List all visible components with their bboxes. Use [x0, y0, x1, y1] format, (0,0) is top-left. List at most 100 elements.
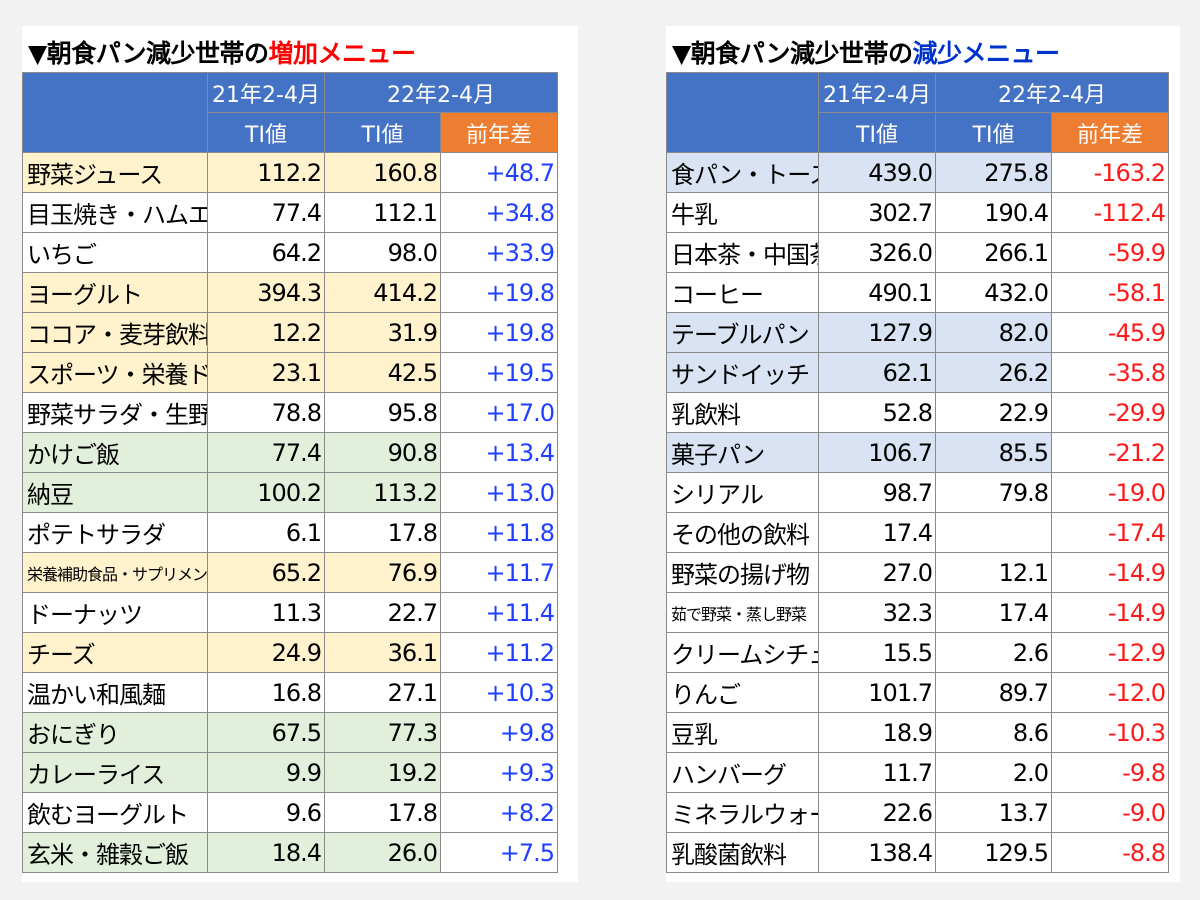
decrease-title-accent: 減少メニュー — [912, 39, 1060, 68]
header-diff: 前年差 — [440, 112, 558, 153]
ti-2022-cell: 129.5 — [935, 832, 1052, 873]
ti-2021-cell: 127.9 — [818, 312, 936, 353]
diff-cell: +48.7 — [440, 152, 558, 193]
row-label: その他の飲料 — [666, 512, 819, 553]
ti-2022-cell: 275.8 — [935, 152, 1052, 193]
ti-2022-cell: 414.2 — [324, 272, 441, 313]
row-label: チーズ — [22, 632, 208, 673]
ti-2022-cell: 160.8 — [324, 152, 441, 193]
ti-2022-cell: 36.1 — [324, 632, 441, 673]
increase-title-accent: 増加メニュー — [268, 39, 416, 68]
row-label: シリアル — [666, 472, 819, 513]
ti-2022-cell: 113.2 — [324, 472, 441, 513]
diff-cell: +10.3 — [440, 672, 558, 713]
header-2021: 21年2-4月 — [207, 72, 325, 113]
row-label: 目玉焼き・ハムエッグ — [22, 192, 208, 233]
ti-2021-cell: 6.1 — [207, 512, 325, 553]
ti-2022-cell: 190.4 — [935, 192, 1052, 233]
table-row: かけご飯 77.4 90.8 +13.4 — [22, 432, 558, 473]
diff-cell: -21.2 — [1051, 432, 1169, 473]
ti-2021-cell: 106.7 — [818, 432, 936, 473]
increase-menu-title: ▼朝食パン減少世帯の増加メニュー — [28, 34, 416, 70]
ti-2021-cell: 112.2 — [207, 152, 325, 193]
decrease-menu-title: ▼朝食パン減少世帯の減少メニュー — [672, 34, 1060, 70]
table-row: 茹で野菜・蒸し野菜 32.3 17.4 -14.9 — [666, 592, 1169, 633]
ti-2021-cell: 22.6 — [818, 792, 936, 833]
diff-cell: +8.2 — [440, 792, 558, 833]
table-row: ヨーグルト 394.3 414.2 +19.8 — [22, 272, 558, 313]
table-row: スポーツ・栄養ドリンク23.142.5+19.5 — [22, 352, 558, 393]
table-row: 玄米・雑穀ご飯 18.4 26.0 +7.5 — [22, 832, 558, 873]
table-row: テーブルパン 127.9 82.0 -45.9 — [666, 312, 1169, 353]
ti-2022-cell: 27.1 — [324, 672, 441, 713]
diff-cell: +19.8 — [440, 312, 558, 353]
ti-2021-cell: 27.0 — [818, 552, 936, 593]
diff-cell: -58.1 — [1051, 272, 1169, 313]
row-label: スポーツ・栄養ドリンク — [22, 352, 208, 393]
header-row-period: 21年2-4月 22年2-4月 — [22, 72, 558, 153]
table-row: おにぎり 67.5 77.3 +9.8 — [22, 712, 558, 753]
row-label: ドーナッツ — [22, 592, 208, 633]
row-label: 野菜サラダ・生野菜 — [22, 392, 208, 433]
ti-2022-cell: 79.8 — [935, 472, 1052, 513]
row-label: おにぎり — [22, 712, 208, 753]
ti-2021-cell: 98.7 — [818, 472, 936, 513]
diff-cell: +19.8 — [440, 272, 558, 313]
row-label: ココア・麦芽飲料 — [22, 312, 208, 353]
ti-2021-cell: 32.3 — [818, 592, 936, 633]
row-label: 玄米・雑穀ご飯 — [22, 832, 208, 873]
diff-cell: +33.9 — [440, 232, 558, 273]
header-corner — [666, 72, 819, 153]
table-row: 飲むヨーグルト 9.6 17.8 +8.2 — [22, 792, 558, 833]
row-label: 納豆 — [22, 472, 208, 513]
ti-2022-cell: 90.8 — [324, 432, 441, 473]
diff-cell: -163.2 — [1051, 152, 1169, 193]
table-row: いちご 64.2 98.0 +33.9 — [22, 232, 558, 273]
header-row-period: 21年2-4月 22年2-4月 — [666, 72, 1169, 153]
ti-2021-cell: 18.4 — [207, 832, 325, 873]
diff-cell: -12.0 — [1051, 672, 1169, 713]
row-label: サンドイッチ — [666, 352, 819, 393]
diff-cell: +9.8 — [440, 712, 558, 753]
ti-2022-cell: 26.0 — [324, 832, 441, 873]
row-label: コーヒー — [666, 272, 819, 313]
ti-2021-cell: 302.7 — [818, 192, 936, 233]
table-row: ポテトサラダ 6.1 17.8 +11.8 — [22, 512, 558, 553]
table-row: チーズ 24.9 36.1 +11.2 — [22, 632, 558, 673]
table-row: ココア・麦芽飲料 12.2 31.9 +19.8 — [22, 312, 558, 353]
row-label: カレーライス — [22, 752, 208, 793]
ti-2022-cell: 17.4 — [935, 592, 1052, 633]
ti-2021-cell: 11.7 — [818, 752, 936, 793]
row-label: テーブルパン — [666, 312, 819, 353]
ti-2021-cell: 394.3 — [207, 272, 325, 313]
table-row: ドーナッツ 11.3 22.7 +11.4 — [22, 592, 558, 633]
diff-cell: +13.0 — [440, 472, 558, 513]
table-row: その他の飲料 17.4 -17.4 — [666, 512, 1169, 553]
header-row-metric: TI値 TI値 前年差 — [667, 112, 1169, 153]
table-row: ミネラルウォーター22.613.7-9.0 — [666, 792, 1169, 833]
ti-2022-cell: 432.0 — [935, 272, 1052, 313]
row-label: 栄養補助食品・サプリメント — [22, 552, 208, 593]
diff-cell: -14.9 — [1051, 592, 1169, 633]
table-row: シリアル 98.7 79.8 -19.0 — [666, 472, 1169, 513]
diff-cell: -35.8 — [1051, 352, 1169, 393]
decrease-title-prefix: ▼朝食パン減少世帯の — [672, 39, 913, 68]
header-2021: 21年2-4月 — [818, 72, 936, 113]
ti-2022-cell: 26.2 — [935, 352, 1052, 393]
diff-cell: -19.0 — [1051, 472, 1169, 513]
ti-2021-cell: 12.2 — [207, 312, 325, 353]
table-row: 野菜サラダ・生野菜78.895.8+17.0 — [22, 392, 558, 433]
diff-cell: +17.0 — [440, 392, 558, 433]
ti-2022-cell: 22.7 — [324, 592, 441, 633]
ti-2022-cell: 2.6 — [935, 632, 1052, 673]
table-row: サンドイッチ 62.1 26.2 -35.8 — [666, 352, 1169, 393]
row-label: 野菜ジュース — [22, 152, 208, 193]
ti-2021-cell: 326.0 — [818, 232, 936, 273]
row-label: 牛乳 — [666, 192, 819, 233]
row-label: ハンバーグ — [666, 752, 819, 793]
ti-2021-cell: 64.2 — [207, 232, 325, 273]
table-row: 菓子パン 106.7 85.5 -21.2 — [666, 432, 1169, 473]
diff-cell: +13.4 — [440, 432, 558, 473]
diff-cell: +7.5 — [440, 832, 558, 873]
